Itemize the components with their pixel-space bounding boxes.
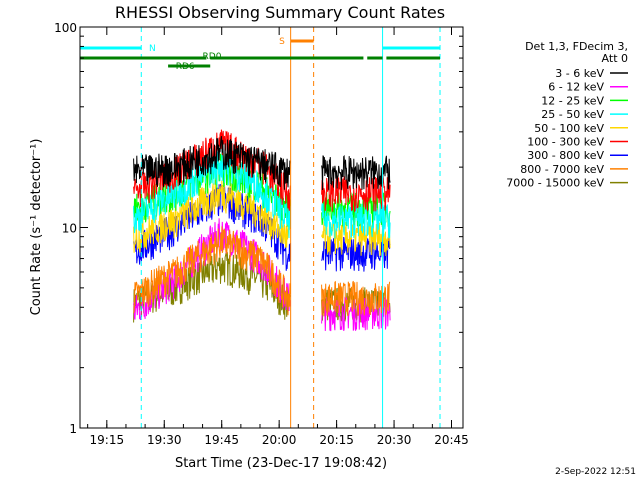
series-line-6-12-kev xyxy=(133,218,391,332)
legend-entry-label: 7000 - 15000 keV xyxy=(506,177,604,190)
legend-entry-label: 50 - 100 keV xyxy=(534,122,604,135)
flag-label-rd6: RD6 xyxy=(176,62,195,72)
chart-title: RHESSI Observing Summary Count Rates xyxy=(115,3,445,22)
legend-entry-label: 6 - 12 keV xyxy=(548,81,604,94)
footer-timestamp: 2-Sep-2022 12:51 xyxy=(555,467,636,477)
legend-entry-label: 100 - 300 keV xyxy=(527,136,604,149)
y-axis-label: Count Rate (s⁻¹ detector⁻¹) xyxy=(29,139,44,316)
axes: 19:15 19:30 19:45 20:00 20:15 20:30 20:45 1 10 10… xyxy=(54,21,469,447)
flag-label-n: N xyxy=(149,44,156,54)
x-tick-label: 20:45 xyxy=(434,433,469,447)
legend-entry-label: 25 - 50 keV xyxy=(541,108,604,121)
series-line-300-800-kev xyxy=(133,184,391,272)
y-tick-label: 10 xyxy=(62,222,77,236)
flag-label-s: S xyxy=(279,37,285,47)
flag-label-rd0: RD0 xyxy=(203,52,222,62)
legend-header-line: Att 0 xyxy=(602,52,628,65)
legend-entry-label: 3 - 6 keV xyxy=(555,67,604,80)
x-axis-label: Start Time (23-Dec-17 19:08:42) xyxy=(175,456,387,471)
plot-area: N S RD0 RD6 xyxy=(79,27,441,428)
y-tick-label: 100 xyxy=(54,21,77,35)
x-tick-label: 20:15 xyxy=(319,433,354,447)
x-tick-label: 19:45 xyxy=(204,433,239,447)
y-tick-label: 1 xyxy=(69,422,77,436)
legend-entry-label: 300 - 800 keV xyxy=(527,149,604,162)
legend-entry-label: 12 - 25 keV xyxy=(541,94,604,107)
legend-header-line: Det 1,3, FDecim 3, xyxy=(525,40,628,53)
series-line-3-6-kev xyxy=(133,136,391,191)
x-tick-label: 20:00 xyxy=(262,433,297,447)
x-tick-label: 19:15 xyxy=(90,433,125,447)
legend-entry-label: 800 - 7000 keV xyxy=(520,163,604,176)
x-tick-label: 20:30 xyxy=(377,433,412,447)
x-tick-label: 19:30 xyxy=(147,433,182,447)
series-line-800-7000-kev xyxy=(133,226,391,317)
series-line-25-50-kev xyxy=(133,148,391,239)
